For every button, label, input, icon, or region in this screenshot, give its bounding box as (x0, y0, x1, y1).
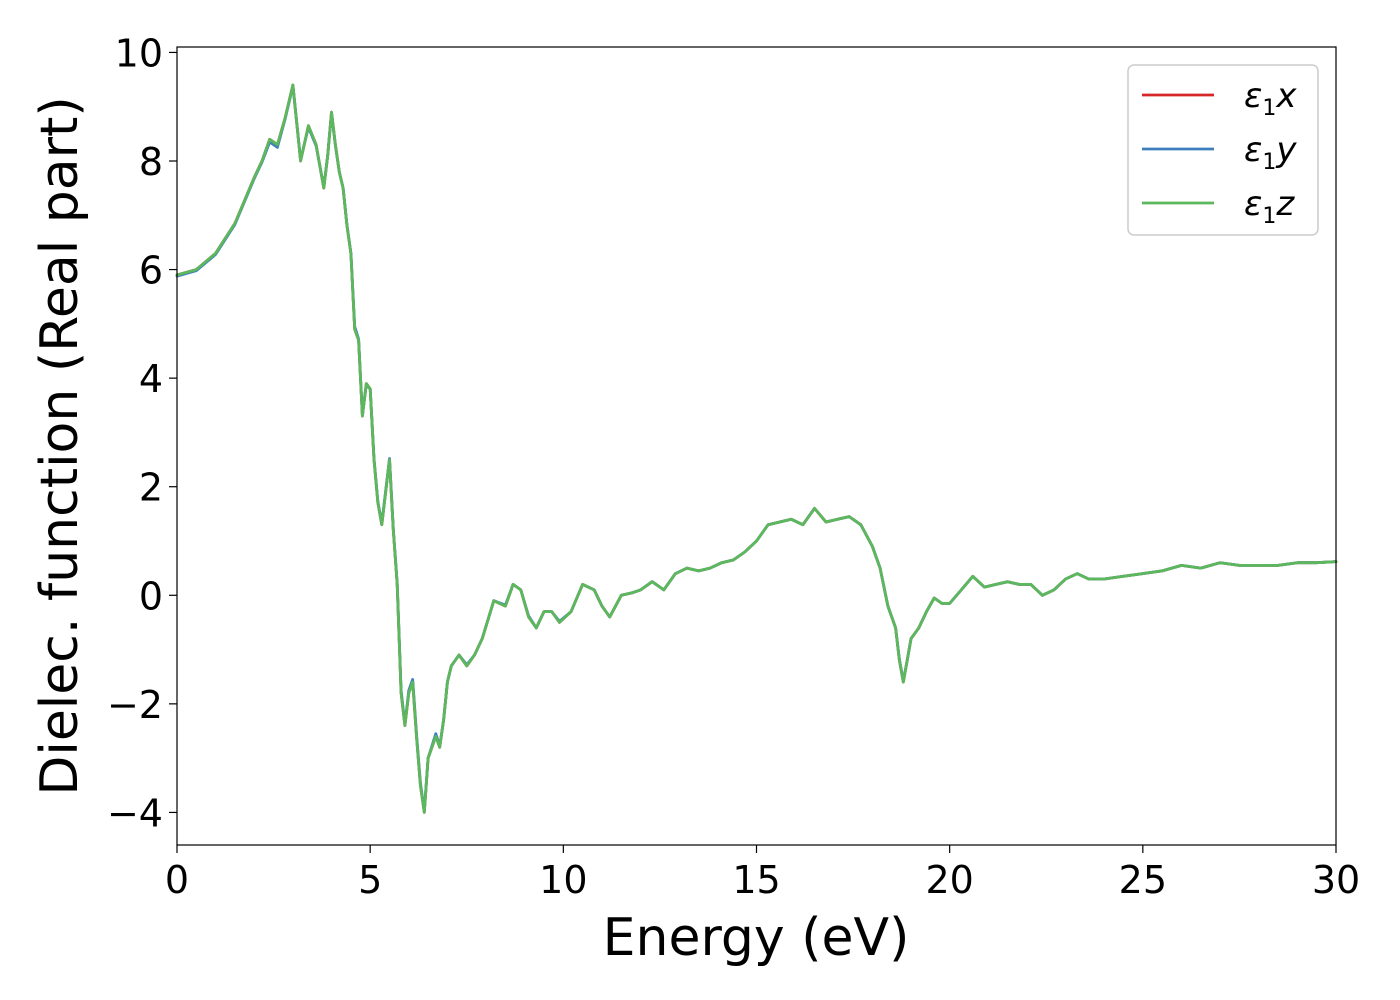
legend-label-y: ε1y (1244, 130, 1297, 175)
x-tick-label: 30 (1312, 858, 1360, 902)
y-tick-label: 6 (139, 249, 163, 293)
x-tick-label: 10 (539, 858, 587, 902)
x-axis-label: Energy (eV) (603, 908, 910, 968)
y-tick-label: −2 (107, 683, 163, 727)
x-tick-label: 5 (358, 858, 382, 902)
x-tick-label: 25 (1119, 858, 1167, 902)
y-tick-label: 10 (115, 31, 163, 75)
legend-epsilon: ε (1244, 130, 1262, 170)
legend-label-z: ε1z (1244, 184, 1295, 229)
y-tick-label: 0 (139, 574, 163, 618)
legend-box (1127, 64, 1319, 236)
y-tick-label: −4 (107, 791, 163, 835)
x-tick-label: 15 (732, 858, 780, 902)
y-axis: −4 −2 0 2 4 6 8 10 (107, 31, 177, 835)
series-layer (175, 83, 1338, 814)
y-tick-label: 8 (139, 140, 163, 184)
y-tick-label: 4 (139, 357, 163, 401)
legend-subscript: 1 (1262, 150, 1276, 175)
legend-variable: x (1275, 76, 1297, 116)
y-axis-label: Dielec. function (Real part) (30, 96, 90, 795)
series-line-z (175, 83, 1338, 814)
x-tick-label: 20 (925, 858, 973, 902)
legend-label-x: ε1x (1244, 76, 1297, 121)
legend-subscript: 1 (1262, 96, 1276, 121)
legend-epsilon: ε (1244, 76, 1262, 116)
legend-variable: y (1275, 130, 1297, 170)
x-axis: 0 5 10 15 20 25 30 (165, 845, 1360, 902)
legend-variable: z (1275, 184, 1295, 224)
legend-epsilon: ε (1244, 184, 1262, 224)
legend-subscript: 1 (1262, 204, 1276, 229)
x-tick-label: 0 (165, 858, 189, 902)
y-tick-label: 2 (139, 466, 163, 510)
